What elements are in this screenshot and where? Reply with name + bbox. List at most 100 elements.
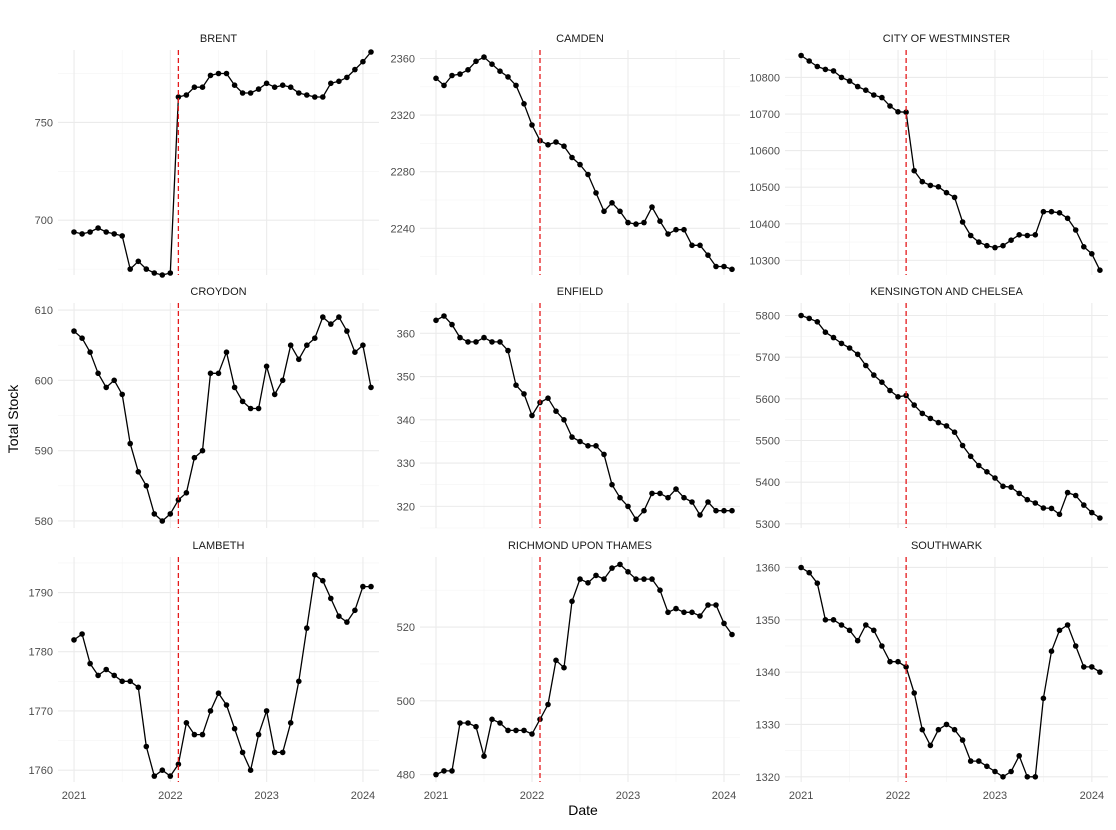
data-point <box>633 576 639 582</box>
data-point <box>79 631 85 637</box>
data-point <box>697 512 703 518</box>
y-tick-label: 5600 <box>756 394 780 406</box>
data-point <box>830 617 837 623</box>
data-point <box>569 598 575 605</box>
data-point <box>951 726 958 733</box>
y-tick-label: 610 <box>35 305 53 317</box>
data-point <box>505 74 511 80</box>
data-point <box>943 423 950 429</box>
y-tick-label: 2240 <box>391 223 415 235</box>
data-point <box>871 372 877 378</box>
facet-title: CAMDEN <box>556 33 604 45</box>
data-point <box>830 68 837 74</box>
facet-title: LAMBETH <box>193 540 245 552</box>
data-point <box>838 74 845 81</box>
data-point <box>814 63 821 70</box>
facet-title: ENFIELD <box>557 286 604 298</box>
data-point <box>167 270 174 276</box>
data-point <box>822 66 829 73</box>
data-point <box>1056 210 1063 216</box>
y-tick-label: 350 <box>397 372 415 384</box>
data-point <box>992 768 998 775</box>
x-tick-label: 2021 <box>789 790 813 802</box>
y-tick-label: 360 <box>397 328 415 340</box>
data-point <box>320 94 326 100</box>
data-point <box>529 731 535 737</box>
data-point <box>344 328 350 334</box>
data-point <box>263 80 270 87</box>
data-point <box>159 767 166 773</box>
data-point <box>328 80 334 87</box>
data-point <box>1056 511 1063 518</box>
data-point <box>505 347 511 354</box>
data-point <box>481 334 487 341</box>
data-point <box>223 70 230 77</box>
data-point <box>489 61 495 67</box>
data-point <box>721 620 727 627</box>
data-point <box>601 576 607 582</box>
series-line <box>435 56 733 270</box>
facet-title: BRENT <box>200 33 238 45</box>
data-point <box>481 753 487 759</box>
data-point <box>95 225 101 231</box>
x-tick-label: 2024 <box>712 790 736 802</box>
data-point <box>545 701 551 708</box>
y-tick-label: 600 <box>35 375 53 387</box>
data-point <box>320 314 326 320</box>
data-point <box>111 377 117 384</box>
data-point <box>609 481 615 488</box>
data-point <box>984 469 990 475</box>
data-point <box>1072 227 1079 233</box>
data-point <box>239 90 246 96</box>
data-point <box>976 239 982 245</box>
data-point <box>247 767 254 773</box>
y-tick-label: 480 <box>397 770 415 782</box>
data-point <box>846 78 853 84</box>
data-point <box>247 405 254 412</box>
data-point <box>304 342 310 349</box>
y-tick-label: 520 <box>397 622 415 634</box>
data-point <box>641 576 647 582</box>
facet-panel: CROYDON 580 590 600 610 <box>35 286 379 528</box>
series-line <box>73 316 372 522</box>
data-point <box>1064 215 1071 222</box>
data-point <box>521 101 527 107</box>
data-point <box>681 226 687 233</box>
data-point <box>649 576 655 582</box>
data-point <box>360 342 366 349</box>
data-point <box>617 208 623 215</box>
facet-panel: KENSINGTON AND CHELSEA 5300 5400 5500 5600 57… <box>756 286 1108 531</box>
series-line <box>73 574 371 777</box>
data-point <box>895 658 901 665</box>
data-point <box>721 507 727 514</box>
data-point <box>625 569 631 575</box>
data-point <box>473 58 479 65</box>
data-point <box>135 258 142 265</box>
data-point <box>806 315 812 322</box>
data-point <box>127 678 133 685</box>
data-point <box>255 405 262 412</box>
data-point <box>984 242 990 249</box>
data-point <box>1097 515 1103 521</box>
data-point <box>585 443 591 449</box>
data-point <box>247 90 254 96</box>
y-tick-label: 330 <box>397 458 415 470</box>
data-point <box>689 609 695 616</box>
data-point <box>927 415 934 422</box>
data-point <box>887 658 893 665</box>
data-point <box>1072 643 1079 649</box>
data-point <box>854 351 861 358</box>
data-point <box>705 602 711 608</box>
data-point <box>911 402 917 408</box>
data-point <box>657 218 663 224</box>
data-point <box>304 625 310 631</box>
x-tick-label: 2024 <box>351 790 375 802</box>
y-tick-label: 1350 <box>756 615 780 627</box>
data-point <box>119 233 125 239</box>
data-point <box>215 70 222 77</box>
data-point <box>135 469 142 475</box>
data-point <box>457 720 463 726</box>
x-tick-label: 2021 <box>62 790 86 802</box>
data-point <box>199 447 206 454</box>
facet-panel: SOUTHWARK 1320 1330 1340 1350 1360 2021 2022 202… <box>756 540 1108 802</box>
